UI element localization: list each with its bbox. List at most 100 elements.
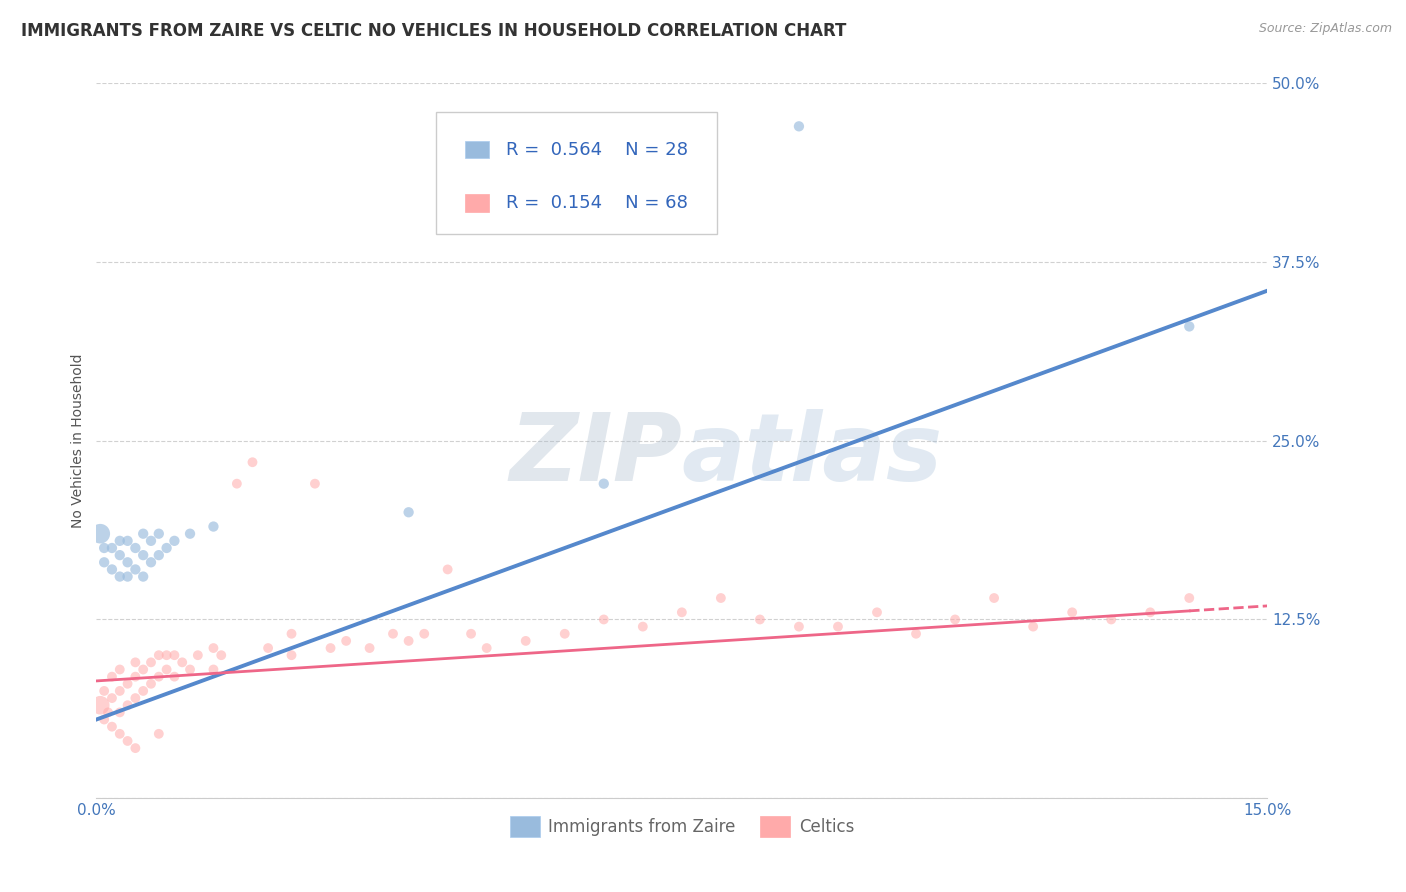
Point bbox=[202, 641, 225, 656]
Point bbox=[148, 648, 170, 663]
Y-axis label: No Vehicles in Household: No Vehicles in Household bbox=[72, 353, 86, 528]
Point bbox=[280, 626, 302, 640]
Text: IMMIGRANTS FROM ZAIRE VS CELTIC NO VEHICLES IN HOUSEHOLD CORRELATION CHART: IMMIGRANTS FROM ZAIRE VS CELTIC NO VEHIC… bbox=[21, 22, 846, 40]
Point bbox=[132, 684, 155, 698]
FancyBboxPatch shape bbox=[436, 112, 717, 234]
Point bbox=[335, 634, 357, 648]
Point bbox=[242, 455, 264, 469]
Point bbox=[117, 734, 139, 748]
Point bbox=[117, 698, 139, 713]
Point bbox=[280, 648, 302, 663]
Text: atlas: atlas bbox=[682, 409, 943, 501]
Point bbox=[108, 569, 131, 583]
Point bbox=[124, 562, 146, 576]
Point bbox=[117, 677, 139, 691]
Point bbox=[179, 526, 201, 541]
Point bbox=[983, 591, 1005, 605]
Point bbox=[209, 648, 232, 663]
Point bbox=[413, 626, 436, 640]
Point bbox=[1022, 619, 1045, 633]
Point bbox=[398, 634, 420, 648]
Point bbox=[108, 727, 131, 741]
Point bbox=[905, 626, 928, 640]
Point bbox=[172, 656, 194, 670]
Point bbox=[163, 533, 186, 548]
Point bbox=[710, 591, 733, 605]
Point bbox=[155, 648, 177, 663]
Point bbox=[124, 691, 146, 706]
Point bbox=[257, 641, 280, 656]
Point bbox=[1139, 605, 1161, 619]
Point bbox=[93, 555, 115, 569]
Point bbox=[148, 548, 170, 562]
Point bbox=[475, 641, 498, 656]
Point bbox=[101, 691, 124, 706]
Point bbox=[787, 120, 810, 134]
Point bbox=[108, 533, 131, 548]
Point bbox=[460, 626, 482, 640]
Point bbox=[124, 541, 146, 555]
Point bbox=[108, 548, 131, 562]
Point bbox=[187, 648, 209, 663]
Point bbox=[108, 706, 131, 720]
Point bbox=[515, 634, 537, 648]
Point bbox=[139, 656, 162, 670]
Point bbox=[398, 505, 420, 519]
Point bbox=[93, 713, 115, 727]
Text: R =  0.154    N = 68: R = 0.154 N = 68 bbox=[506, 194, 688, 212]
Point bbox=[139, 555, 162, 569]
Point bbox=[117, 533, 139, 548]
Text: Source: ZipAtlas.com: Source: ZipAtlas.com bbox=[1258, 22, 1392, 36]
Point bbox=[124, 741, 146, 756]
Point bbox=[89, 526, 111, 541]
Point bbox=[202, 663, 225, 677]
Point bbox=[155, 541, 177, 555]
Point bbox=[827, 619, 849, 633]
Point bbox=[866, 605, 889, 619]
Point bbox=[93, 541, 115, 555]
Point bbox=[163, 670, 186, 684]
Point bbox=[225, 476, 247, 491]
Point bbox=[108, 684, 131, 698]
Point bbox=[139, 677, 162, 691]
Point bbox=[148, 526, 170, 541]
Point bbox=[1099, 612, 1122, 626]
FancyBboxPatch shape bbox=[465, 141, 489, 159]
Point bbox=[319, 641, 342, 656]
Point bbox=[108, 663, 131, 677]
Point bbox=[592, 476, 614, 491]
Point bbox=[148, 670, 170, 684]
Point bbox=[1178, 591, 1201, 605]
Point bbox=[132, 548, 155, 562]
Point bbox=[179, 663, 201, 677]
Point bbox=[359, 641, 381, 656]
Point bbox=[117, 555, 139, 569]
Point bbox=[124, 656, 146, 670]
Point bbox=[97, 706, 120, 720]
Point bbox=[132, 663, 155, 677]
Point bbox=[155, 663, 177, 677]
Point bbox=[943, 612, 966, 626]
Point bbox=[592, 612, 614, 626]
Point bbox=[132, 526, 155, 541]
Point bbox=[132, 569, 155, 583]
Text: ZIP: ZIP bbox=[509, 409, 682, 501]
Point bbox=[787, 619, 810, 633]
Point bbox=[554, 626, 576, 640]
Point bbox=[304, 476, 326, 491]
Point bbox=[101, 541, 124, 555]
Point bbox=[382, 626, 405, 640]
Text: R =  0.564    N = 28: R = 0.564 N = 28 bbox=[506, 141, 688, 159]
Point bbox=[631, 619, 654, 633]
Point bbox=[1062, 605, 1084, 619]
Point bbox=[101, 720, 124, 734]
Legend: Immigrants from Zaire, Celtics: Immigrants from Zaire, Celtics bbox=[503, 810, 860, 844]
Point bbox=[139, 533, 162, 548]
Point bbox=[117, 569, 139, 583]
FancyBboxPatch shape bbox=[465, 194, 489, 212]
Point bbox=[748, 612, 770, 626]
Point bbox=[671, 605, 693, 619]
Point bbox=[89, 698, 111, 713]
Point bbox=[436, 562, 458, 576]
Point bbox=[93, 684, 115, 698]
